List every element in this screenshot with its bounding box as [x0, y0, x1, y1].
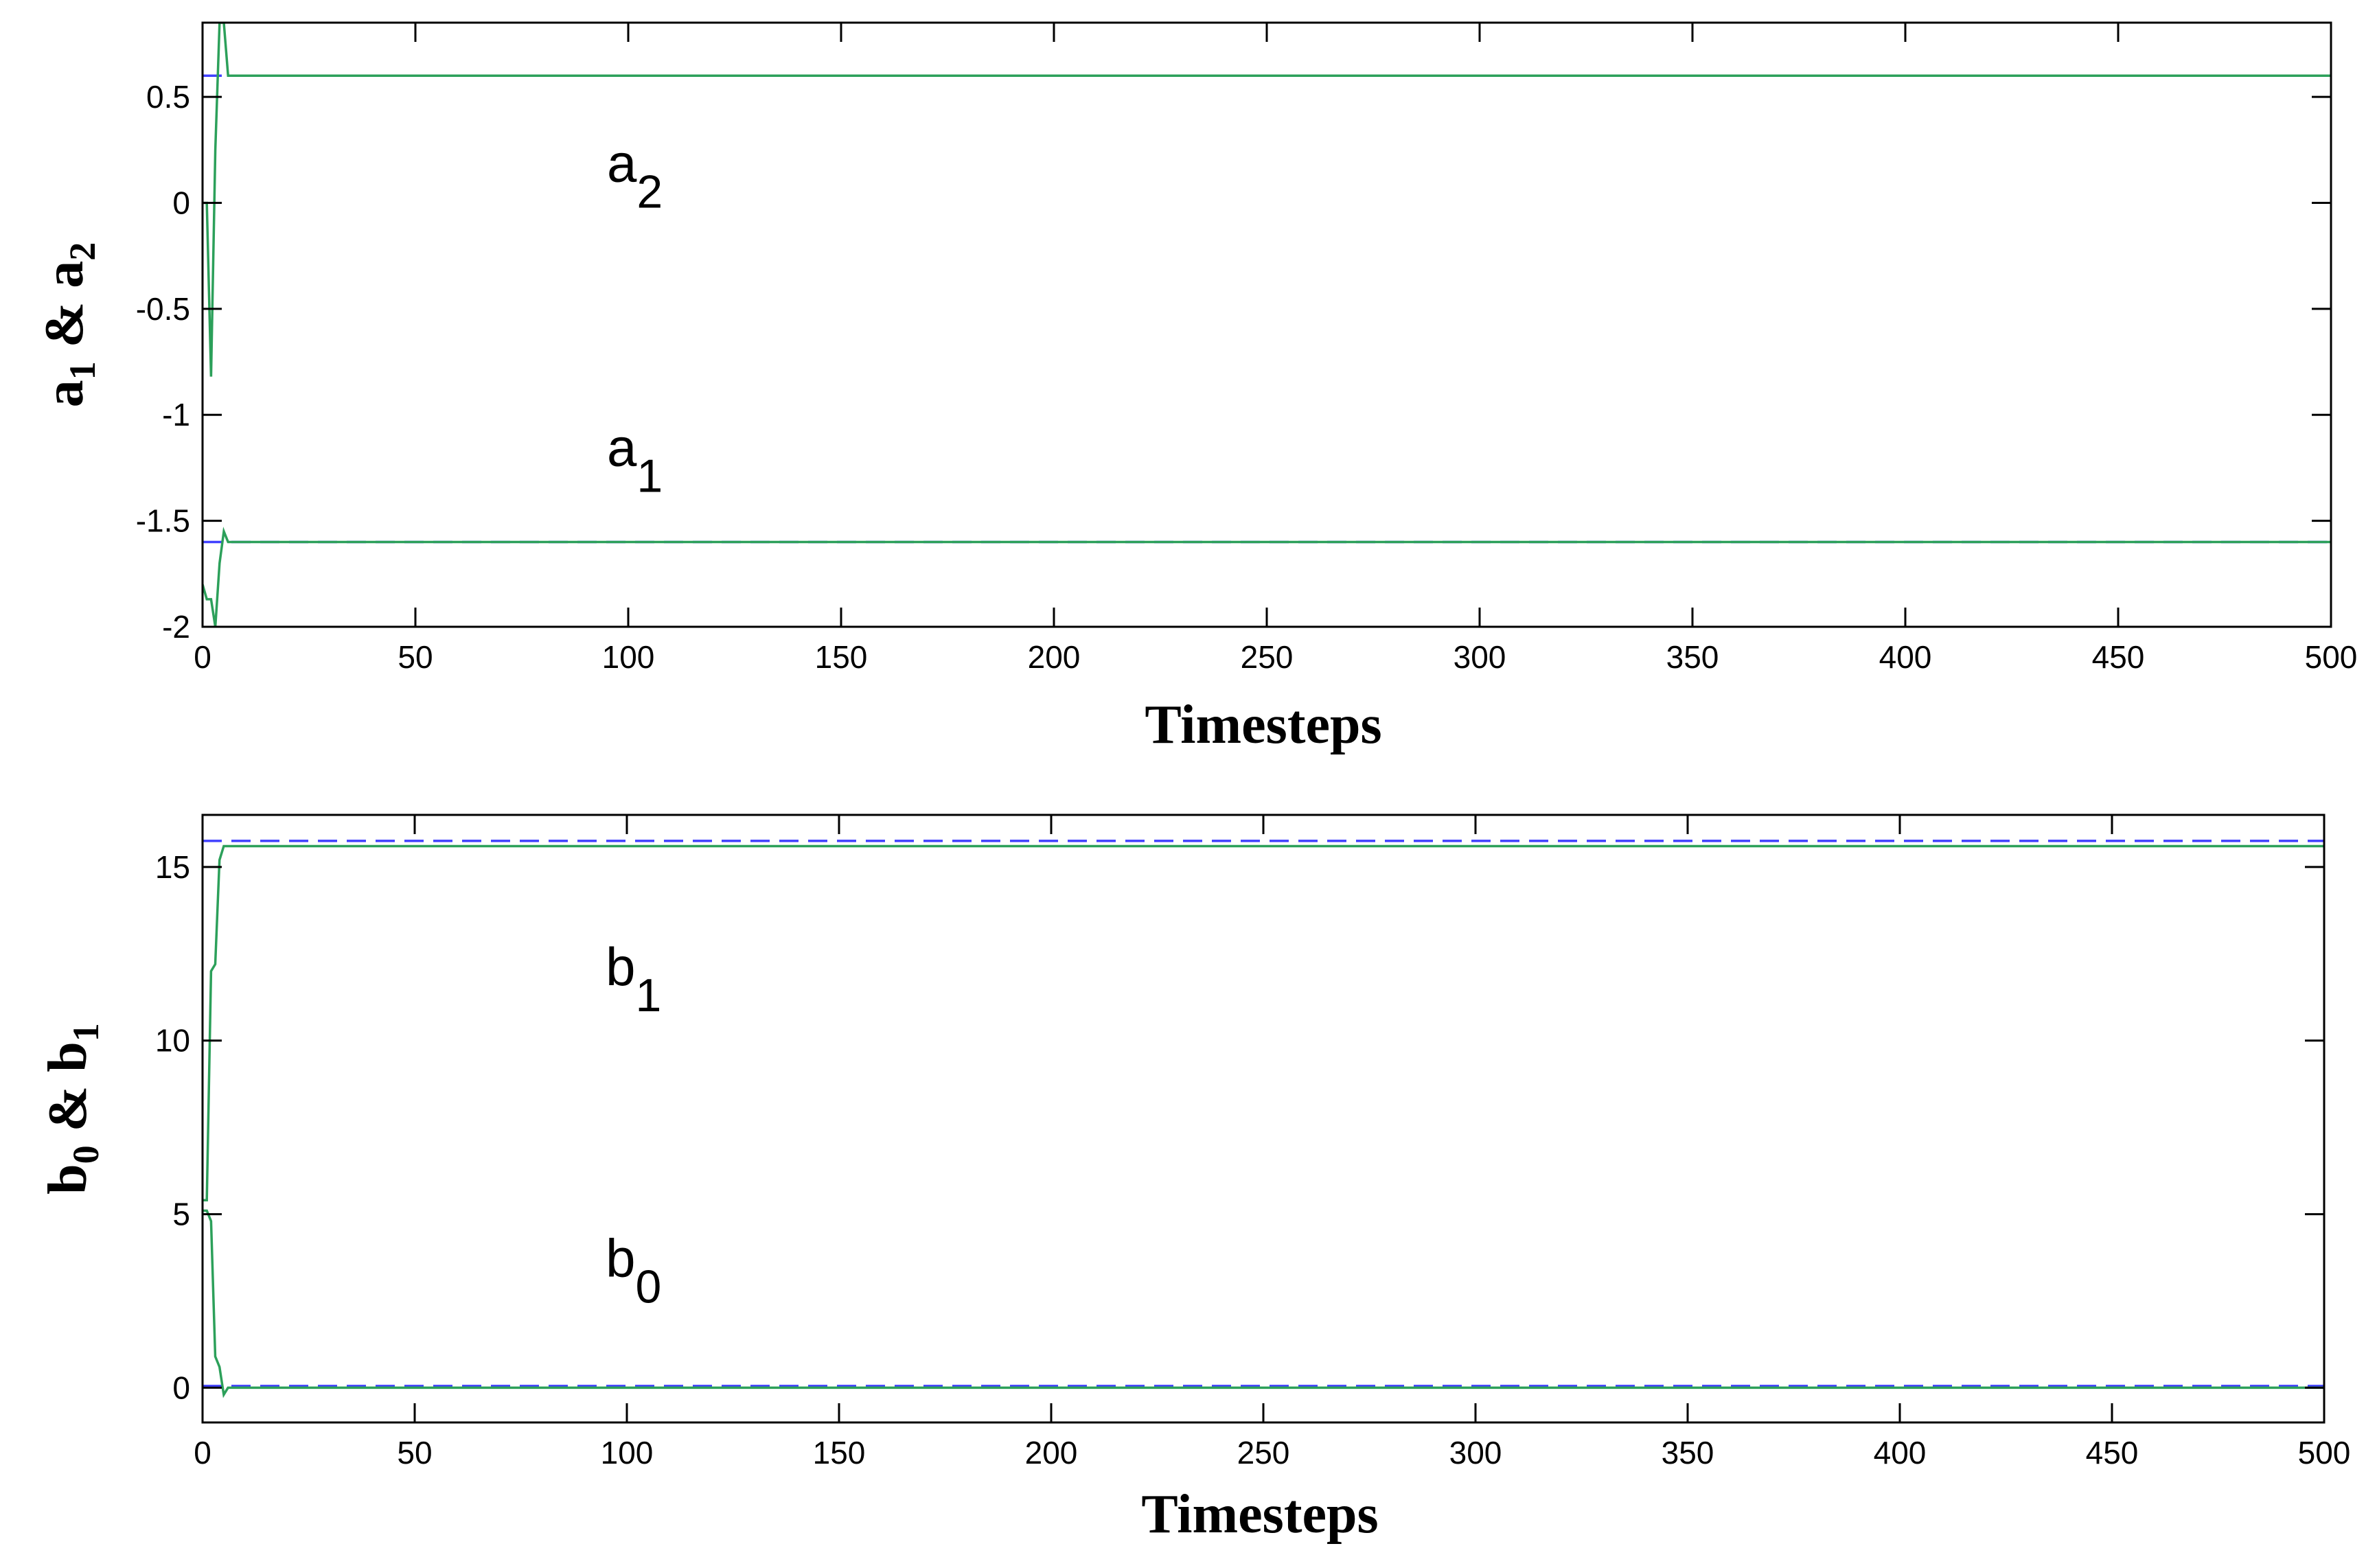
panel-b-y-axis-label: b0 & b1 — [38, 1023, 106, 1195]
panel-b-y-tick-label: 0 — [172, 1370, 190, 1405]
panel-b-plot-frame — [201, 814, 2326, 1424]
panel-a-y-tick-label: 0.5 — [146, 79, 190, 115]
panel-a-x-tick-label: 200 — [1028, 639, 1081, 675]
panel-b-ticks — [201, 815, 2326, 1422]
panel-a-plot-frame — [201, 21, 2332, 628]
panel-b-x-tick-label: 250 — [1237, 1435, 1290, 1471]
panel-b-x-tick-label: 0 — [194, 1435, 211, 1471]
panel-a-y-tick-label: -0.5 — [136, 291, 190, 327]
panel-a-x-tick-label: 0 — [194, 639, 211, 675]
panel-a-annotations: a2 a1 — [607, 133, 663, 503]
panel-b-x-tick-label: 400 — [1874, 1435, 1927, 1471]
panel-b-x-tick-label: 300 — [1449, 1435, 1502, 1471]
panel-a-y-tick-label: 0 — [172, 185, 190, 220]
panel-b-x-tick-label: 350 — [1662, 1435, 1714, 1471]
panel-a-x-tick-label: 300 — [1454, 639, 1506, 675]
panel-b-tick-labels: 0 50 100 150 200 250 300 350 400 450 500 0 5 10 15 — [155, 849, 2351, 1471]
panel-a-annotation-a1: a1 — [607, 417, 663, 502]
panel-a-x-axis-label: Timesteps — [1145, 695, 1381, 755]
panel-b-series-line-2 — [203, 844, 2324, 1202]
panel-a: 0 50 100 150 200 250 300 350 400 450 500 0.5 0 -0.5 -1… — [34, 21, 2358, 755]
panel-a-x-tick-label: 50 — [398, 639, 433, 675]
panel-a-x-tick-label: 150 — [815, 639, 868, 675]
panel-b-annotation-b0: b0 — [606, 1228, 661, 1313]
panel-a-series-line-3 — [203, 527, 2331, 627]
panel-a-x-tick-label: 500 — [2305, 639, 2358, 675]
panel-a-ticks — [201, 23, 2332, 628]
panel-a-y-axis-label: a1 & a2 — [34, 242, 103, 408]
panel-b-series — [203, 840, 2324, 1398]
panel-b-x-tick-label: 450 — [2086, 1435, 2139, 1471]
panel-b-x-tick-label: 50 — [397, 1435, 432, 1471]
panel-b-x-tick-label: 200 — [1025, 1435, 1078, 1471]
panel-b-x-tick-label: 150 — [813, 1435, 866, 1471]
panel-a-series-line-2 — [203, 23, 2331, 377]
panel-a-x-tick-label: 450 — [2092, 639, 2145, 675]
panel-b-y-tick-label: 15 — [155, 849, 190, 885]
panel-b-x-axis-label: Timesteps — [1141, 1484, 1378, 1545]
panel-b-y-tick-label: 10 — [155, 1023, 190, 1059]
panel-b-x-tick-label: 100 — [601, 1435, 654, 1471]
panel-b-annotations: b1 b0 — [606, 936, 661, 1313]
panel-a-series — [203, 23, 2331, 627]
panel-a-x-tick-label: 100 — [602, 639, 655, 675]
panel-a-tick-labels: 0 50 100 150 200 250 300 350 400 450 500 0.5 0 -0.5 -1… — [136, 79, 2358, 675]
panel-a-y-tick-label: -2 — [162, 609, 190, 645]
panel-a-y-tick-label: -1 — [162, 397, 190, 433]
panel-b-y-tick-label: 5 — [172, 1197, 190, 1232]
panel-b-x-tick-label: 500 — [2298, 1435, 2351, 1471]
panel-a-y-tick-label: -1.5 — [136, 503, 190, 539]
panel-b-series-line-3 — [203, 1209, 2324, 1398]
panel-a-annotation-a2: a2 — [607, 133, 663, 218]
panel-a-x-tick-label: 350 — [1666, 639, 1719, 675]
panel-a-x-tick-label: 400 — [1879, 639, 1932, 675]
panel-b-annotation-b1: b1 — [606, 936, 661, 1022]
panel-a-x-tick-label: 250 — [1241, 639, 1294, 675]
